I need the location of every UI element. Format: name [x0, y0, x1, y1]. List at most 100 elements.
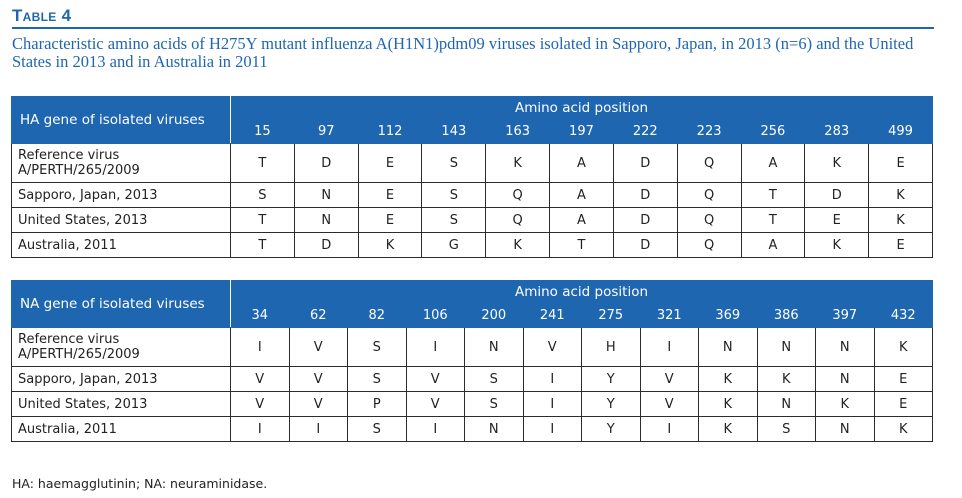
row-label: Reference virus A/PERTH/265/2009	[11, 327, 231, 367]
amino-acid-cell: K	[756, 366, 816, 392]
amino-acid-cell: K	[698, 366, 758, 392]
amino-acid-cell: S	[464, 391, 524, 417]
amino-acid-cell: Y	[581, 366, 641, 392]
ha-position-header: 163	[485, 119, 551, 144]
table-label: Table 4	[12, 6, 72, 25]
amino-acid-cell: I	[405, 416, 465, 442]
ha-position-header: 222	[612, 119, 678, 144]
amino-acid-cell: I	[639, 327, 699, 367]
na-position-header: 386	[756, 303, 816, 328]
amino-acid-cell: V	[405, 391, 465, 417]
amino-acid-cell: I	[639, 416, 699, 442]
amino-acid-cell: Q	[676, 232, 742, 258]
amino-acid-cell: N	[756, 391, 816, 417]
amino-acid-cell: N	[464, 327, 524, 367]
amino-acid-cell: E	[357, 143, 423, 183]
na-position-header: 200	[464, 303, 524, 328]
amino-acid-cell: D	[612, 207, 678, 233]
na-position-header: 106	[405, 303, 465, 328]
amino-acid-cell: V	[230, 391, 290, 417]
amino-acid-cell: K	[873, 416, 933, 442]
amino-acid-cell: E	[873, 391, 933, 417]
amino-acid-cell: N	[815, 327, 875, 367]
amino-acid-cell: T	[230, 143, 295, 183]
amino-acid-cell: S	[421, 182, 487, 208]
amino-acid-cell: T	[740, 182, 806, 208]
table-row: Australia, 2011 T D K G K T D Q A K E	[11, 232, 933, 258]
footnote: HA: haemagglutinin; NA: neuraminidase.	[12, 476, 268, 491]
row-label-line: Australia, 2011	[18, 421, 117, 437]
amino-acid-cell: I	[405, 327, 465, 367]
amino-acid-cell: V	[288, 327, 348, 367]
row-label-line: Sapporo, Japan, 2013	[18, 187, 158, 203]
ha-position-header: 256	[740, 119, 806, 144]
amino-acid-cell: G	[421, 232, 487, 258]
row-label: Australia, 2011	[11, 232, 231, 258]
ha-position-header: 112	[357, 119, 423, 144]
table-row: United States, 2013 T N E S Q A D Q T E K	[11, 207, 933, 233]
na-table: NA gene of isolated viruses Amino acid p…	[11, 280, 933, 442]
amino-acid-cell: Q	[485, 182, 551, 208]
row-label-line: United States, 2013	[18, 212, 148, 228]
amino-acid-cell: N	[293, 182, 359, 208]
amino-acid-cell: H	[581, 327, 641, 367]
amino-acid-cell: S	[756, 416, 816, 442]
amino-acid-cell: S	[230, 182, 295, 208]
amino-acid-cell: T	[230, 232, 295, 258]
na-position-header: 432	[873, 303, 933, 328]
na-gene-header: NA gene of isolated viruses	[11, 280, 231, 328]
amino-acid-cell: I	[230, 327, 290, 367]
na-position-header: 82	[347, 303, 407, 328]
amino-acid-cell: Q	[676, 182, 742, 208]
amino-acid-cell: E	[873, 366, 933, 392]
amino-acid-cell: K	[804, 143, 870, 183]
amino-acid-cell: I	[230, 416, 290, 442]
amino-acid-cell: D	[293, 232, 359, 258]
row-label-line: Sapporo, Japan, 2013	[18, 371, 158, 387]
amino-acid-cell: V	[405, 366, 465, 392]
na-position-header: 369	[698, 303, 758, 328]
na-position-header: 275	[581, 303, 641, 328]
amino-acid-cell: A	[549, 182, 614, 208]
amino-acid-cell: K	[485, 143, 551, 183]
table-row: Sapporo, Japan, 2013 V V S V S I Y V K K N E	[11, 366, 933, 392]
amino-acid-cell: V	[522, 327, 582, 367]
amino-acid-cell: D	[612, 143, 678, 183]
row-label-line: A/PERTH/265/2009	[18, 163, 140, 178]
row-label: Sapporo, Japan, 2013	[11, 182, 231, 208]
na-position-header: 397	[815, 303, 875, 328]
amino-acid-cell: N	[756, 327, 816, 367]
ha-position-row: 15 97 112 143 163 197 222 223 256 283 499	[12, 119, 933, 144]
amino-acid-cell: A	[549, 143, 614, 183]
ha-gene-header: HA gene of isolated viruses	[11, 96, 231, 144]
table-row: Reference virus A/PERTH/265/2009 T D E S K A D Q A…	[11, 143, 933, 183]
ha-table-body: Reference virus A/PERTH/265/2009 T D E S K A D Q A…	[11, 143, 933, 258]
amino-acid-cell: K	[868, 207, 933, 233]
amino-acid-cell: T	[549, 232, 614, 258]
amino-acid-cell: Y	[581, 416, 641, 442]
amino-acid-cell: E	[357, 207, 423, 233]
amino-acid-cell: V	[288, 391, 348, 417]
amino-acid-cell: D	[804, 182, 870, 208]
amino-acid-cell: S	[421, 143, 487, 183]
table-caption: Characteristic amino acids of H275Y muta…	[12, 34, 914, 71]
amino-acid-cell: A	[740, 232, 806, 258]
table-row: Reference virus A/PERTH/265/2009 I V S I N V H I N…	[11, 327, 933, 367]
amino-acid-cell: K	[698, 391, 758, 417]
amino-acid-cell: Q	[485, 207, 551, 233]
amino-acid-cell: K	[873, 327, 933, 367]
amino-acid-cell: S	[421, 207, 487, 233]
amino-acid-cell: T	[740, 207, 806, 233]
amino-acid-cell: K	[485, 232, 551, 258]
na-table-body: Reference virus A/PERTH/265/2009 I V S I N V H I N…	[11, 327, 933, 442]
na-position-row: 34 62 82 106 200 241 275 321 369 386 397 432	[12, 303, 933, 328]
row-label-line: Reference virus	[18, 332, 120, 347]
row-label: Australia, 2011	[11, 416, 231, 442]
amino-acid-cell: D	[612, 182, 678, 208]
amino-acid-cell: Q	[676, 207, 742, 233]
amino-acid-cell: I	[522, 366, 582, 392]
amino-acid-cell: A	[740, 143, 806, 183]
row-label-line: A/PERTH/265/2009	[18, 347, 140, 362]
row-label: Sapporo, Japan, 2013	[11, 366, 231, 392]
amino-acid-cell: N	[698, 327, 758, 367]
